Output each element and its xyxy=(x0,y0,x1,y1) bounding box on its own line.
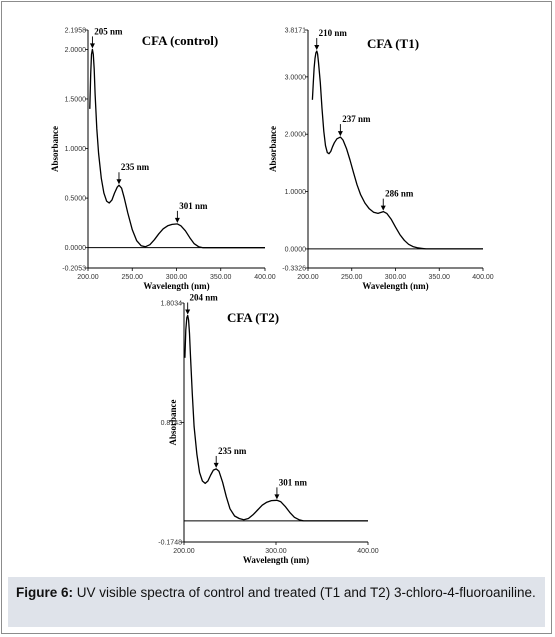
peak-label: 205 nm xyxy=(94,26,123,36)
peak-label: 286 nm xyxy=(385,189,414,199)
x-tick-label: 200.00 xyxy=(77,274,99,281)
peak-label: 301 nm xyxy=(279,477,308,487)
chart-t1: 3.8171 3.0000 2.0000 1.0000 0.0000 -0.3326200… xyxy=(268,28,494,292)
y-tick-label: 2.0000 xyxy=(65,47,87,54)
spectrum-line xyxy=(184,314,368,522)
x-tick-label: 250.00 xyxy=(341,274,363,281)
y-tick-label: 0.8143 xyxy=(161,420,183,427)
peak-label: 235 nm xyxy=(218,446,247,456)
x-tick-label: 300.00 xyxy=(166,274,188,281)
chart-title: CFA (control) xyxy=(142,33,218,48)
peak-label: 235 nm xyxy=(121,162,150,172)
peak-arrowhead xyxy=(380,205,386,211)
y-tick-label: -0.2053 xyxy=(62,266,86,273)
x-tick-label: 350.00 xyxy=(429,274,451,281)
spectrum-line xyxy=(311,50,483,250)
x-axis-label: Wavelength (nm) xyxy=(362,281,428,291)
y-tick-label: 2.1958 xyxy=(65,28,87,35)
caption-text: UV visible spectra of control and treate… xyxy=(76,585,536,600)
x-axis-label: Wavelength (nm) xyxy=(143,281,209,291)
x-tick-label: 200.00 xyxy=(173,548,195,555)
peak-label: 204 nm xyxy=(190,292,219,302)
y-axis-label: Absorbance xyxy=(268,126,278,172)
peak-arrowhead xyxy=(213,462,219,468)
x-tick-label: 200.00 xyxy=(297,274,319,281)
x-tick-label: 300.00 xyxy=(385,274,407,281)
chart-control: 2.1958 2.0000 1.5000 1.0000 0.5000 0.0000 -0.2… xyxy=(50,26,276,291)
peak-arrowhead xyxy=(337,131,343,137)
x-tick-label: 400.00 xyxy=(357,548,379,555)
y-tick-label: 1.5000 xyxy=(65,96,87,103)
peak-label: 237 nm xyxy=(342,114,371,124)
y-tick-label: 3.0000 xyxy=(285,74,307,81)
peak-label: 210 nm xyxy=(319,28,348,38)
peak-arrowhead xyxy=(174,217,180,223)
x-tick-label: 400.00 xyxy=(472,274,494,281)
y-tick-label: 0.0000 xyxy=(285,246,307,253)
peak-arrowhead xyxy=(89,43,95,49)
caption-label: Figure 6: xyxy=(16,585,74,600)
y-tick-label: 1.0000 xyxy=(285,189,307,196)
peak-label: 301 nm xyxy=(179,201,208,211)
peak-arrowhead xyxy=(314,45,320,51)
chart-title: CFA (T1) xyxy=(367,36,419,51)
peak-arrowhead xyxy=(185,309,191,315)
x-axis-label: Wavelength (nm) xyxy=(243,555,309,565)
y-tick-label: -0.3326 xyxy=(282,266,306,273)
y-axis-label: Absorbance xyxy=(50,126,60,172)
x-tick-label: 250.00 xyxy=(122,274,144,281)
y-tick-label: 1.0000 xyxy=(65,146,87,153)
x-tick-label: 300.00 xyxy=(265,548,287,555)
y-tick-label: 1.8034 xyxy=(161,301,183,308)
y-axis-label: Absorbance xyxy=(168,399,178,445)
y-tick-label: 0.5000 xyxy=(65,196,87,203)
y-tick-label: -0.1748 xyxy=(158,540,182,547)
y-tick-label: 2.0000 xyxy=(285,132,307,139)
spectrum-line xyxy=(89,48,265,249)
figure-caption: Figure 6: UV visible spectra of control … xyxy=(8,577,545,627)
x-tick-label: 350.00 xyxy=(210,274,232,281)
chart-title: CFA (T2) xyxy=(227,310,279,325)
x-tick-label: 400.00 xyxy=(254,274,276,281)
peak-arrowhead xyxy=(116,179,122,185)
y-tick-label: 3.8171 xyxy=(285,28,307,35)
peak-arrowhead xyxy=(274,494,280,500)
y-tick-label: 0.0000 xyxy=(65,245,87,252)
